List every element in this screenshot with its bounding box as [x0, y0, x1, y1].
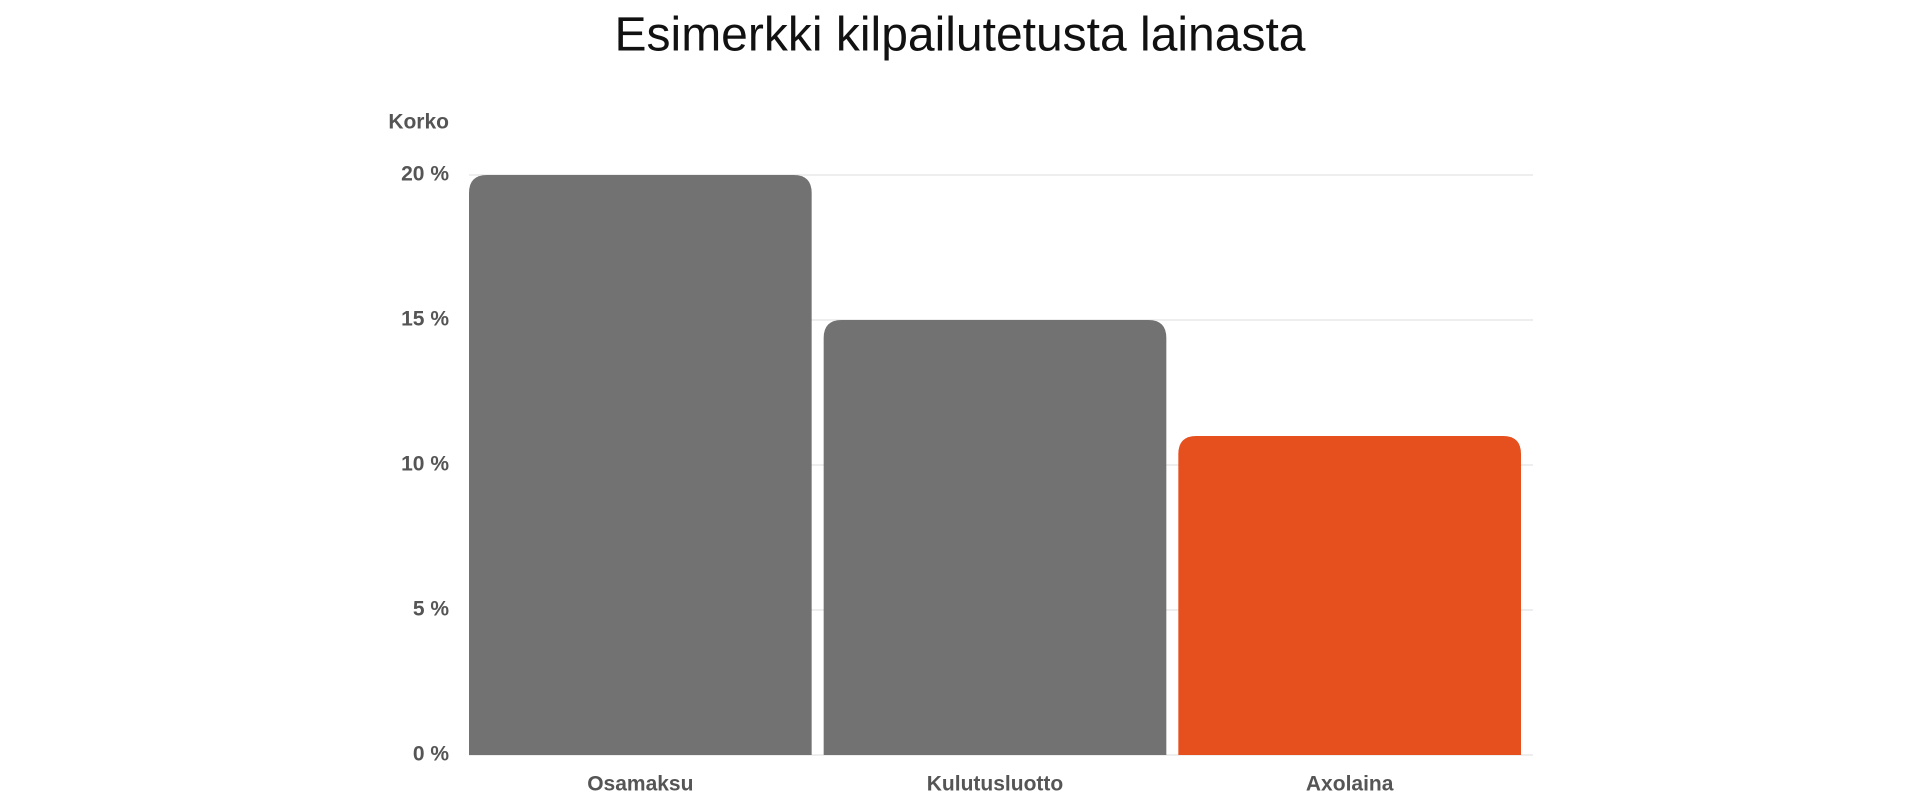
bar — [469, 175, 812, 755]
bar — [823, 320, 1167, 755]
y-tick-label: 0 % — [413, 743, 450, 766]
x-tick-label: Osamaksu — [587, 773, 693, 796]
x-tick-label: Axolaina — [1306, 773, 1394, 796]
y-axis-label: Korko — [388, 111, 449, 134]
y-tick-label: 5 % — [413, 598, 450, 621]
y-tick-label: 15 % — [401, 308, 449, 331]
x-tick-label: Kulutusluotto — [927, 773, 1063, 796]
y-tick-label: 10 % — [401, 453, 449, 476]
bar — [1178, 436, 1521, 755]
chart-title: Esimerkki kilpailutetusta lainasta — [615, 9, 1306, 62]
y-tick-label: 20 % — [401, 163, 449, 186]
